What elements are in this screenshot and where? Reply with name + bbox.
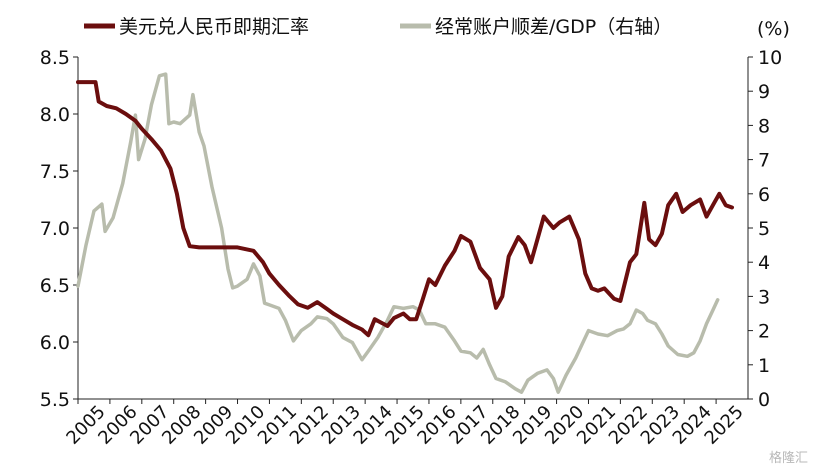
- right-tick-label: 0: [758, 389, 770, 411]
- right-axis-unit: (%): [757, 18, 790, 40]
- legend-label-current-account: 经常账户顺差/GDP（右轴）: [435, 16, 672, 38]
- left-tick-label: 6.5: [40, 275, 70, 297]
- series-line-fx-rate: [76, 80, 734, 338]
- left-tick-label: 8.5: [40, 47, 70, 69]
- right-tick-label: 7: [758, 150, 770, 172]
- right-tick-label: 6: [758, 184, 770, 206]
- watermark: 格隆汇: [768, 451, 808, 466]
- right-tick-label: 5: [758, 218, 770, 240]
- left-tick-label: 8.0: [40, 104, 70, 126]
- right-tick-label: 9: [758, 81, 770, 103]
- right-tick-label: 4: [758, 252, 770, 274]
- right-tick-label: 2: [758, 321, 770, 343]
- series-line-current-account: [76, 72, 720, 394]
- legend: 美元兑人民币即期汇率 经常账户顺差/GDP（右轴）: [84, 16, 672, 38]
- left-tick-label: 7.0: [40, 218, 70, 240]
- right-tick-label: 1: [758, 355, 770, 377]
- left-tick-label: 7.5: [40, 161, 70, 183]
- left-tick-label: 6.0: [40, 332, 70, 354]
- right-tick-label: 8: [758, 115, 770, 137]
- right-tick-label: 10: [758, 47, 782, 69]
- left-tick-label: 5.5: [40, 389, 70, 411]
- series-lines: [76, 72, 734, 394]
- right-tick-label: 3: [758, 286, 770, 308]
- axes: 5.56.06.57.07.58.08.50123456789102005200…: [40, 47, 782, 449]
- legend-label-fx-rate: 美元兑人民币即期汇率: [119, 16, 309, 38]
